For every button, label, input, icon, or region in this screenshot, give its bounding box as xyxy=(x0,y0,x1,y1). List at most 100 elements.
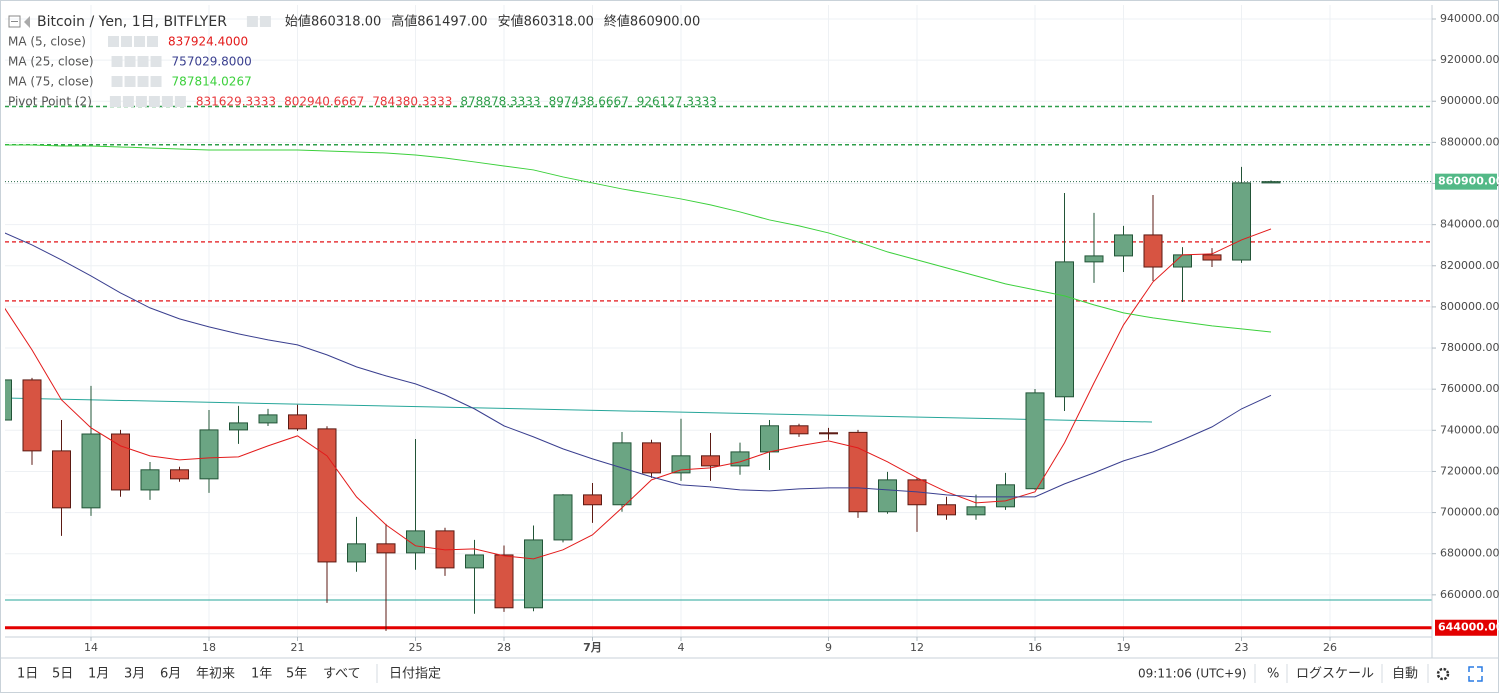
candle-body xyxy=(1143,234,1163,268)
percent-button[interactable]: % xyxy=(1267,667,1279,682)
candle-body xyxy=(878,479,897,513)
candle-body xyxy=(553,494,573,541)
x-tick-label: 28 xyxy=(497,641,511,654)
range-button[interactable]: 3月 xyxy=(124,667,145,682)
x-tick-label: 18 xyxy=(202,641,216,654)
candle-body xyxy=(5,379,12,421)
y-tick-label: 800000.00 xyxy=(1440,300,1499,313)
candle-body xyxy=(996,484,1015,508)
candle-body xyxy=(22,379,42,452)
x-tick-label: 12 xyxy=(910,641,924,654)
axes: 660000.00 680000.00 700000.00 720000.00 7400… xyxy=(84,12,1499,654)
candle-body xyxy=(937,504,956,516)
x-tick-label: 9 xyxy=(825,641,832,654)
candle-body xyxy=(1025,392,1045,490)
legend-value: 878878.3333 xyxy=(460,95,540,109)
candle-body xyxy=(52,450,71,509)
candle-body xyxy=(612,442,632,506)
legend-value: 926127.3333 xyxy=(637,95,717,109)
legend-value: 831629.3333 xyxy=(196,95,276,109)
ma-line xyxy=(5,144,1272,333)
legend-icon[interactable] xyxy=(259,16,271,27)
legend-icon[interactable] xyxy=(134,36,145,47)
y-tick-label: 700000.00 xyxy=(1440,506,1499,519)
range-button[interactable]: 1年 xyxy=(251,667,272,682)
candle-body xyxy=(111,433,130,491)
range-button[interactable]: 年初来 xyxy=(196,667,235,682)
candle-body xyxy=(288,414,307,430)
legend-icon[interactable] xyxy=(122,96,134,107)
range-button[interactable]: 1月 xyxy=(88,667,109,682)
candle-body xyxy=(701,455,720,467)
candle-body xyxy=(199,429,219,480)
x-tick-label: 14 xyxy=(84,641,98,654)
y-tick-label: 880000.00 xyxy=(1440,135,1499,148)
ohlc-name: 安値 xyxy=(498,14,524,30)
legend-icon[interactable] xyxy=(135,96,147,107)
legend-name: Pivot Point (2) xyxy=(8,95,92,109)
legend-icon[interactable] xyxy=(109,96,121,107)
ohlc-name: 終値 xyxy=(604,14,630,30)
range-button[interactable]: 日付指定 xyxy=(389,667,441,682)
candle-body xyxy=(317,428,337,563)
candle-body xyxy=(1055,261,1074,398)
candle-body xyxy=(760,425,779,453)
y-tick-label: 680000.00 xyxy=(1440,547,1499,560)
legend-value: 897438.6667 xyxy=(549,95,629,109)
candle-body xyxy=(81,433,101,509)
legend-icon[interactable] xyxy=(174,96,186,107)
legend-icon[interactable] xyxy=(246,16,258,27)
price-label-box xyxy=(1435,173,1497,190)
auto-button[interactable]: 自動 xyxy=(1392,667,1418,682)
legend-name: MA (25, close) xyxy=(8,55,94,69)
range-button[interactable]: 1日 xyxy=(17,667,38,682)
legend-icon[interactable] xyxy=(148,96,160,107)
y-tick-label: 720000.00 xyxy=(1440,464,1499,477)
legend-value: 837924.4000 xyxy=(168,35,248,49)
y-tick-label: 740000.00 xyxy=(1440,423,1499,436)
legend-icon[interactable] xyxy=(108,36,119,47)
legend-icon[interactable] xyxy=(150,56,162,67)
legend-icon[interactable] xyxy=(111,56,123,67)
x-tick-label: 7月 xyxy=(583,641,602,654)
y-tick-label: 940000.00 xyxy=(1440,12,1499,25)
legend-icon[interactable] xyxy=(147,36,158,47)
legend-icon[interactable] xyxy=(150,76,162,87)
range-button[interactable]: 6月 xyxy=(160,667,181,682)
settings-icon[interactable] xyxy=(1436,667,1450,681)
collapse-icon[interactable] xyxy=(8,15,21,28)
ohlc-value: 860900.00 xyxy=(630,15,700,30)
range-button[interactable]: 5日 xyxy=(52,667,73,682)
log-scale-button[interactable]: ログスケール xyxy=(1296,667,1374,682)
legend: Bitcoin / Yen, 1日, BITFLYER 始値 860318.00 高値… xyxy=(8,14,717,109)
x-tick-label: 26 xyxy=(1323,641,1337,654)
fullscreen-icon[interactable] xyxy=(1468,666,1483,682)
range-button[interactable]: 5年 xyxy=(286,667,307,682)
legend-icon[interactable] xyxy=(137,76,149,87)
range-button[interactable]: すべて xyxy=(323,667,361,682)
time-label: 09:11:06 (UTC+9) xyxy=(1138,667,1247,681)
legend-icon[interactable] xyxy=(124,56,136,67)
plot-area xyxy=(5,105,1432,631)
x-tick-label: 4 xyxy=(678,641,685,654)
candle-body xyxy=(730,451,750,467)
ohlc-name: 高値 xyxy=(391,14,417,30)
candle-body xyxy=(642,442,661,474)
candle-body xyxy=(1084,255,1104,263)
legend-name: MA (5, close) xyxy=(8,35,86,49)
y-tick-label: 780000.00 xyxy=(1440,341,1499,354)
legend-name: MA (75, close) xyxy=(8,75,94,89)
legend-icon[interactable] xyxy=(161,96,173,107)
legend-icon[interactable] xyxy=(137,56,149,67)
x-tick-label: 23 xyxy=(1235,641,1249,654)
y-tick-label: 920000.00 xyxy=(1440,53,1499,66)
legend-icon[interactable] xyxy=(124,76,136,87)
legend-icon[interactable] xyxy=(121,36,132,47)
candle-body xyxy=(140,469,160,491)
x-tick-label: 16 xyxy=(1028,641,1042,654)
candle-body xyxy=(465,554,484,569)
legend-icon[interactable] xyxy=(111,76,123,87)
candle-body xyxy=(229,422,248,431)
